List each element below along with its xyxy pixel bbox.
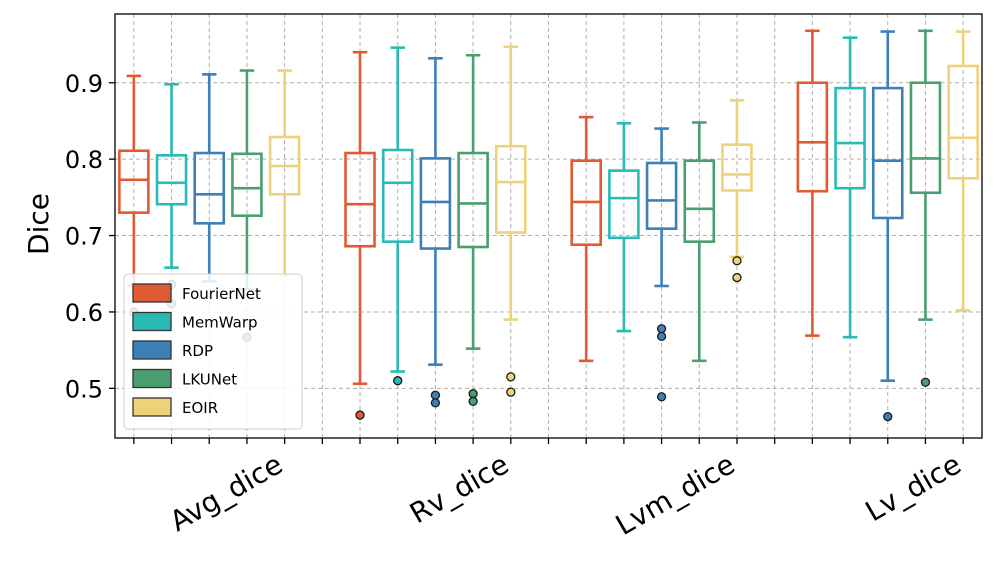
legend-label: FourierNet — [182, 285, 261, 303]
legend-swatch — [132, 340, 172, 360]
y-tick-label: 0.9 — [65, 70, 103, 98]
box-memwarp-rv-dice — [381, 46, 414, 386]
outlier-point — [430, 398, 441, 408]
legend-label: RDP — [182, 342, 213, 360]
outlier-point — [506, 387, 516, 397]
y-tick-label: 0.5 — [65, 375, 103, 403]
legend-swatch — [132, 311, 172, 332]
box-lkunet-lvm-dice — [683, 121, 716, 363]
box-eoir-avg-dice — [268, 69, 301, 277]
box-fouriernet-avg-dice — [118, 74, 150, 317]
outlier-point — [430, 390, 441, 400]
outlier-point — [656, 392, 667, 402]
legend-swatch — [132, 397, 172, 417]
category-label: Avg_dice — [164, 447, 288, 538]
box-plots — [118, 29, 979, 422]
iqr-box — [721, 143, 753, 192]
iqr-box — [683, 159, 716, 243]
box-eoir-lvm-dice — [721, 99, 753, 283]
iqr-box — [645, 161, 678, 230]
outlier-point — [883, 411, 893, 422]
outlier-point — [656, 331, 667, 342]
iqr-box — [608, 169, 640, 240]
legend-label: LKUNet — [182, 371, 237, 389]
y-axis-label: Dice — [22, 193, 55, 255]
legend: FourierNet MemWarp RDP LKUNet EOIR — [123, 273, 303, 430]
y-tick-label: 0.7 — [65, 223, 103, 251]
outlier-point — [732, 256, 742, 266]
category-label: Lv_dice — [860, 447, 967, 528]
category-label: Lvm_dice — [610, 447, 740, 541]
box-memwarp-lvm-dice — [608, 121, 640, 333]
legend-label: EOIR — [182, 399, 218, 417]
outlier-point — [355, 410, 365, 420]
iqr-box — [381, 148, 414, 243]
box-fouriernet-rv-dice — [344, 50, 376, 420]
box-rdp-lv-dice — [871, 30, 904, 422]
iqr-box — [947, 64, 979, 180]
y-tick-label: 0.6 — [65, 299, 103, 327]
iqr-box — [193, 151, 226, 225]
legend-swatch — [132, 283, 172, 303]
iqr-box — [231, 152, 263, 217]
iqr-box — [419, 157, 452, 250]
box-eoir-lv-dice — [947, 30, 979, 312]
box-fouriernet-lv-dice — [796, 29, 829, 337]
category-label: Rv_dice — [404, 447, 514, 530]
box-rdp-rv-dice — [419, 57, 452, 408]
legend-swatch — [132, 368, 172, 389]
y-tick-label: 0.8 — [65, 146, 103, 174]
box-fouriernet-lvm-dice — [570, 115, 602, 363]
outlier-point — [468, 389, 478, 399]
box-lkunet-lv-dice — [909, 29, 942, 387]
outlier-point — [393, 376, 403, 386]
box-eoir-rv-dice — [495, 45, 527, 397]
outlier-point — [732, 272, 742, 283]
legend-label: MemWarp — [182, 314, 258, 332]
outlier-point — [506, 372, 516, 382]
iqr-box — [344, 151, 376, 248]
iqr-box — [909, 81, 942, 195]
iqr-box — [834, 86, 866, 190]
iqr-box — [457, 151, 489, 249]
iqr-box — [155, 154, 188, 206]
iqr-box — [871, 86, 904, 220]
box-rdp-lvm-dice — [645, 127, 678, 402]
box-lkunet-rv-dice — [457, 53, 489, 406]
outlier-point — [920, 377, 931, 387]
iqr-box — [495, 144, 527, 234]
iqr-box — [118, 149, 150, 214]
outlier-point — [468, 396, 478, 406]
box-memwarp-lv-dice — [834, 36, 866, 339]
iqr-box — [796, 81, 829, 193]
outlier-point — [656, 324, 667, 334]
